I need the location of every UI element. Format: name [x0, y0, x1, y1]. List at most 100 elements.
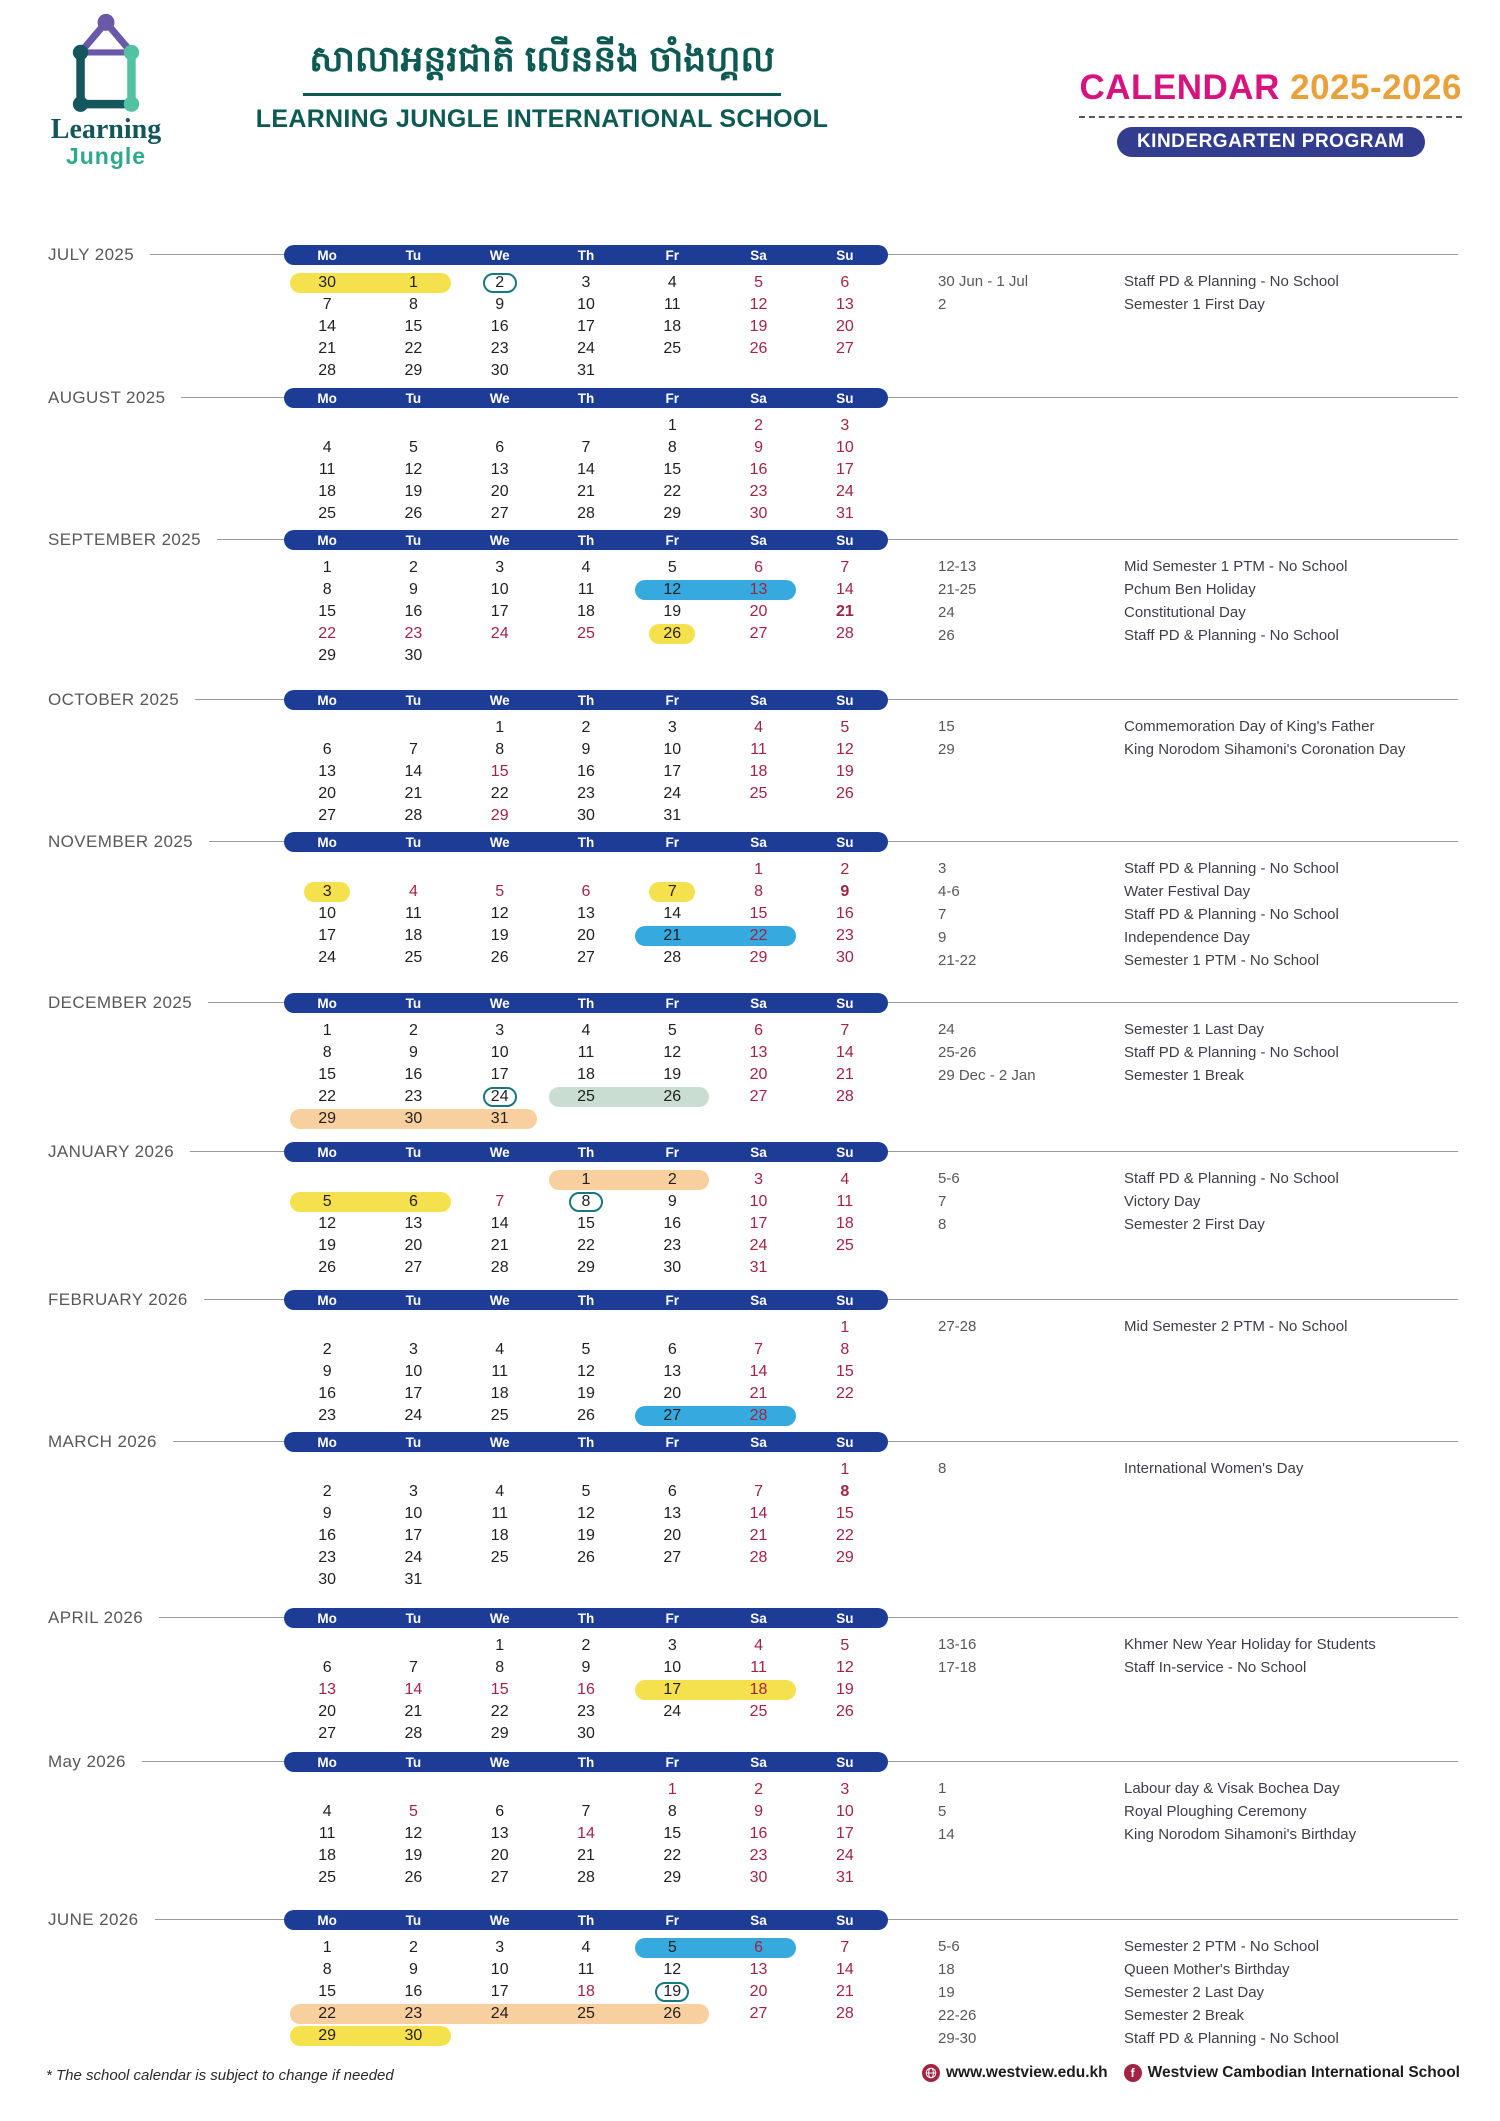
- school-name: LEARNING JUNGLE INTERNATIONAL SCHOOL: [255, 105, 829, 133]
- day-number: 4: [322, 1803, 332, 1820]
- weekday-label: Th: [577, 390, 595, 406]
- day-cell: [457, 1569, 543, 1591]
- day-number: 16: [404, 1066, 423, 1083]
- day-cell: 26: [457, 947, 543, 969]
- calendar-week-row: 2 3 4 5 6 7 8: [284, 1339, 888, 1361]
- month-notes: 3 Staff PD & Planning - No School 4-6 Water…: [938, 857, 1460, 972]
- day-number: 28: [577, 1869, 595, 1886]
- day-cell: 6: [543, 881, 629, 903]
- weekday-label: Th: [577, 1144, 595, 1160]
- day-number: 23: [318, 1549, 337, 1566]
- day-number: 14: [404, 763, 423, 780]
- day-cell: 28: [715, 1405, 801, 1427]
- day-number: 10: [404, 1363, 423, 1380]
- day-cell: 16: [370, 601, 456, 623]
- calendar-week-row: 8 9 10 11 12 13 14: [284, 1959, 888, 1981]
- day-cell: 11: [715, 739, 801, 761]
- day-cell: 8: [284, 1959, 370, 1981]
- note-event: King Norodom Sihamoni's Birthday: [1124, 1826, 1357, 1843]
- day-number: 14: [318, 318, 337, 335]
- day-cell: [715, 360, 801, 382]
- note-event: Staff PD & Planning - No School: [1124, 273, 1339, 290]
- highlight-band: [635, 1938, 716, 1958]
- day-cell: [715, 1723, 801, 1745]
- day-cell: 31: [802, 503, 888, 525]
- day-cell: [457, 415, 543, 437]
- highlight-band: [290, 2026, 371, 2046]
- day-cell: 20: [457, 481, 543, 503]
- day-number: 2: [322, 1341, 332, 1358]
- month-label: NOVEMBER 2025: [48, 832, 210, 852]
- day-cell: 2: [715, 415, 801, 437]
- day-number: 4: [495, 1341, 505, 1358]
- day-cell: 23: [543, 783, 629, 805]
- day-cell: 26: [629, 1086, 715, 1108]
- day-cell: [284, 1169, 370, 1191]
- day-cell: 3: [802, 1779, 888, 1801]
- day-cell: 27: [715, 1086, 801, 1108]
- school-logo: Learning Jungle: [28, 10, 184, 170]
- day-cell: 5: [629, 1937, 716, 1959]
- day-cell: 26: [802, 1701, 888, 1723]
- day-cell: 15: [543, 1213, 629, 1235]
- highlight-band: [290, 273, 371, 293]
- day-cell: [629, 1459, 715, 1481]
- note-event: Semester 2 Last Day: [1124, 1984, 1265, 2001]
- day-number: 2: [581, 1637, 591, 1654]
- day-cell: 6: [802, 272, 888, 294]
- day-number: 14: [577, 461, 595, 478]
- day-number: 2: [754, 1781, 764, 1798]
- day-cell: 17: [802, 459, 888, 481]
- day-number: 24: [577, 340, 595, 357]
- calendar-week-row: 25 26 27 28 29 30 31: [284, 1867, 888, 1889]
- day-cell: 18: [457, 1383, 543, 1405]
- weekday-label: Mo: [317, 692, 337, 708]
- day-cell: [543, 415, 629, 437]
- day-cell: 26: [629, 2003, 715, 2025]
- event-note: 25-26 Staff PD & Planning - No School: [938, 1041, 1460, 1064]
- day-number: 10: [663, 1659, 682, 1676]
- day-cell: 28: [802, 623, 888, 645]
- weekday-label: Fr: [665, 390, 680, 406]
- day-number: 13: [577, 905, 595, 922]
- day-cell: 20: [370, 1235, 456, 1257]
- day-cell: 17: [802, 1823, 888, 1845]
- day-number: 25: [318, 1869, 337, 1886]
- day-number: 14: [577, 1825, 595, 1842]
- day-number: 21: [835, 1066, 854, 1083]
- day-number: 16: [318, 1527, 337, 1544]
- day-number: 11: [836, 1193, 854, 1210]
- day-number: 25: [490, 1549, 509, 1566]
- weekday-label: Su: [836, 532, 854, 548]
- day-number: 21: [749, 1527, 768, 1544]
- day-cell: 7: [370, 739, 456, 761]
- calendar-week-row: 6 7 8 9 10 11 12: [284, 1657, 888, 1679]
- day-cell: 18: [284, 481, 370, 503]
- note-event: Royal Ploughing Ceremony: [1124, 1803, 1307, 1820]
- day-cell: 10: [802, 437, 888, 459]
- day-cell: 24: [715, 1235, 801, 1257]
- calendar-week-row: 29 30: [284, 645, 888, 667]
- note-event: Staff PD & Planning - No School: [1124, 860, 1339, 877]
- day-number: 21: [835, 603, 854, 620]
- day-cell: 4: [802, 1169, 888, 1191]
- facebook-link[interactable]: f Westview Cambodian International Schoo…: [1123, 2064, 1460, 2082]
- day-number: 15: [490, 763, 509, 780]
- highlight-band: [715, 580, 796, 600]
- day-number: 19: [577, 1385, 595, 1402]
- day-cell: [457, 2025, 543, 2047]
- day-cell: 7: [543, 437, 629, 459]
- day-cell: 8: [284, 1042, 370, 1064]
- day-cell: 7: [284, 294, 370, 316]
- day-cell: 27: [457, 1867, 543, 1889]
- day-number: 10: [490, 1961, 509, 1978]
- website-link[interactable]: www.westview.edu.kh: [921, 2064, 1108, 2082]
- day-cell: 11: [629, 294, 715, 316]
- day-number: 15: [577, 1215, 595, 1232]
- day-number: 22: [318, 1088, 337, 1105]
- day-cell: 17: [370, 1525, 456, 1547]
- day-number: 8: [667, 439, 677, 456]
- day-number: 24: [663, 785, 682, 802]
- day-cell: [370, 717, 456, 739]
- note-dates: 25-26: [938, 1044, 977, 1061]
